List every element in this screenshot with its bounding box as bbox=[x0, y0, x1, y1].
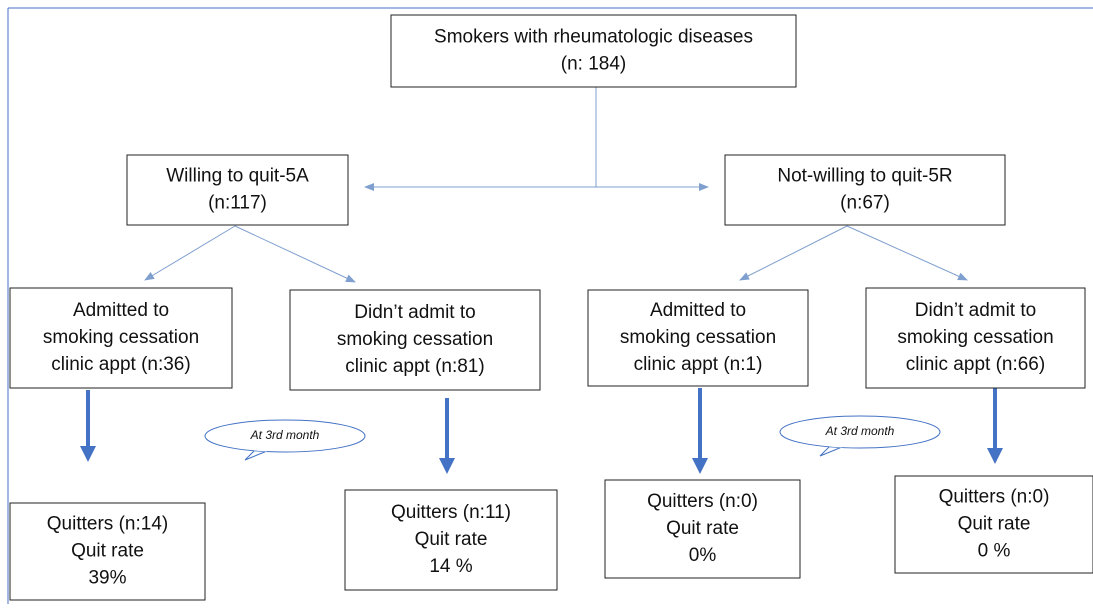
node-text: smoking cessation bbox=[620, 327, 776, 348]
node-text: Quitters (n:11) bbox=[391, 502, 511, 523]
node-text: Not-willing to quit-5R bbox=[777, 166, 952, 187]
node: Willing to quit-5A (n:117) bbox=[126, 154, 349, 226]
node-box bbox=[344, 489, 558, 591]
node-box bbox=[865, 287, 1086, 389]
node-box bbox=[390, 14, 797, 88]
node-text: smoking cessation bbox=[43, 327, 199, 348]
node-box bbox=[289, 289, 541, 391]
node-box bbox=[587, 289, 809, 387]
node: Quitters (n:11) Quit rate 14 % bbox=[344, 489, 558, 591]
node: Not-willing to quit-5R (n:67) bbox=[724, 154, 1006, 226]
node: Admitted to smoking cessation clinic appt … bbox=[587, 289, 809, 387]
node-text: Quitters (n:14) bbox=[47, 514, 168, 535]
callout-text: At 3rd month bbox=[250, 428, 320, 442]
node-text: Quit rate bbox=[71, 541, 144, 562]
node-text: Willing to quit-5A bbox=[166, 166, 309, 187]
node-text: 0 % bbox=[978, 541, 1011, 562]
node: Quitters (n:0) Quit rate 0% bbox=[604, 479, 801, 579]
callout-shape bbox=[244, 449, 268, 461]
node: Didn’t admit to smoking cessation clinic a… bbox=[289, 289, 541, 391]
callout-shape bbox=[819, 445, 843, 457]
node: Didn’t admit to smoking cessation clinic a… bbox=[865, 287, 1086, 389]
node-text: Quit rate bbox=[666, 518, 739, 539]
node-text: 0% bbox=[689, 545, 717, 566]
node-text: Quit rate bbox=[958, 514, 1031, 535]
node: Smokers with rheumatologic diseases (n: 1… bbox=[390, 14, 797, 88]
node-text: clinic appt (n:36) bbox=[51, 354, 190, 375]
callout-shape bbox=[779, 415, 941, 449]
frame bbox=[7, 7, 1093, 604]
node-box bbox=[604, 479, 801, 579]
callout: At 3rd month bbox=[204, 419, 366, 461]
node-box bbox=[894, 475, 1093, 574]
callout-shape bbox=[253, 447, 268, 452]
node-text: Quitters (n:0) bbox=[647, 491, 758, 512]
node: Quitters (n:0) Quit rate 0 % bbox=[894, 475, 1093, 574]
node-text: (n:67) bbox=[840, 193, 890, 214]
node-text: (n: 184) bbox=[561, 54, 626, 75]
node-text: clinic appt (n:1) bbox=[634, 354, 763, 375]
callout-shape bbox=[828, 443, 843, 448]
node-text: smoking cessation bbox=[897, 327, 1053, 348]
node-text: 14 % bbox=[429, 556, 472, 577]
node-text: Didn’t admit to bbox=[915, 300, 1036, 321]
node-text: 39% bbox=[88, 568, 126, 589]
node-box bbox=[9, 287, 233, 389]
node-text: clinic appt (n:81) bbox=[345, 356, 484, 377]
node-box bbox=[9, 502, 206, 601]
node-text: clinic appt (n:66) bbox=[906, 354, 1045, 375]
callout-shape bbox=[204, 419, 366, 453]
node-box bbox=[126, 154, 349, 226]
node-text: Admitted to bbox=[650, 300, 746, 321]
node-text: Didn’t admit to bbox=[354, 302, 475, 323]
node-text: Quit rate bbox=[415, 529, 488, 550]
node-text: Quitters (n:0) bbox=[939, 487, 1050, 508]
node-text: Admitted to bbox=[73, 300, 169, 321]
node: Quitters (n:14) Quit rate 39% bbox=[9, 502, 206, 601]
node-text: (n:117) bbox=[208, 193, 267, 214]
connectors bbox=[80, 87, 1003, 474]
node-text: smoking cessation bbox=[337, 329, 493, 350]
node-box bbox=[724, 154, 1006, 226]
callout: At 3rd month bbox=[779, 415, 941, 457]
node: Admitted to smoking cessation clinic appt … bbox=[9, 287, 233, 389]
callout-text: At 3rd month bbox=[825, 424, 895, 438]
node-text: Smokers with rheumatologic diseases bbox=[434, 27, 753, 48]
